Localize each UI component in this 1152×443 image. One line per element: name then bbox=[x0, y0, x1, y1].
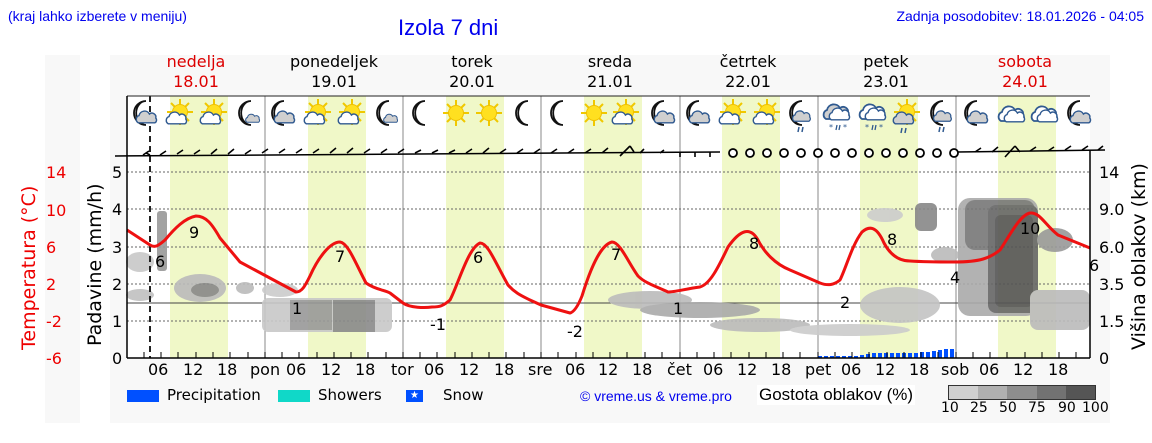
day-label-sunday: nedelja 18.01 bbox=[166, 52, 226, 91]
svg-text:-2: -2 bbox=[567, 322, 583, 341]
svg-text:4: 4 bbox=[950, 268, 960, 287]
temp-axis-title: Temperatura (°C) bbox=[18, 185, 40, 350]
day-label-monday: ponedeljek 19.01 bbox=[290, 52, 378, 91]
svg-text:6: 6 bbox=[473, 248, 483, 267]
x-axis-labels: 06 12 18 pon 06 12 18 tor 06 12 18 sre 0… bbox=[148, 360, 1069, 379]
legend-precipitation: Precipitation bbox=[127, 386, 261, 404]
copyright-link[interactable]: © vreme.us & vreme.pro bbox=[580, 388, 732, 404]
svg-text:1: 1 bbox=[292, 299, 302, 318]
daylight-bands bbox=[170, 96, 1056, 358]
day-label-saturday: sobota 24.01 bbox=[997, 52, 1053, 91]
svg-text:7: 7 bbox=[335, 247, 345, 266]
svg-text:6: 6 bbox=[1089, 256, 1099, 275]
svg-text:10: 10 bbox=[1020, 219, 1040, 238]
svg-text:8: 8 bbox=[749, 234, 759, 253]
cloud-axis-title: Višina oblakov (km) bbox=[1128, 163, 1150, 350]
cloud-density-scale bbox=[948, 385, 1096, 400]
cloud-density-overlay bbox=[126, 198, 1090, 336]
svg-text:-1: -1 bbox=[430, 315, 446, 334]
svg-text:6: 6 bbox=[155, 252, 165, 271]
showers-swatch bbox=[278, 389, 310, 402]
precipitation-swatch bbox=[127, 389, 159, 402]
wind-barbs bbox=[114, 145, 1106, 158]
x-ticks bbox=[143, 352, 1077, 358]
day-label-thursday: četrtek 22.01 bbox=[719, 52, 777, 91]
legend-snow: ★ Snow bbox=[406, 386, 483, 404]
svg-text:1: 1 bbox=[673, 299, 683, 318]
day-label-friday: petek 23.01 bbox=[863, 52, 909, 91]
temp-axis-panel bbox=[45, 55, 80, 423]
location-menu-hint: (kraj lahko izberete v meniju) bbox=[8, 8, 187, 24]
precipitation-bars bbox=[818, 349, 954, 358]
snow-star-icon: ★ bbox=[406, 389, 423, 402]
svg-text:7: 7 bbox=[611, 245, 621, 264]
svg-text:8: 8 bbox=[887, 230, 897, 249]
legend-showers: Showers bbox=[278, 386, 382, 404]
temperature-line bbox=[126, 211, 1091, 315]
temp-annotations: 6 9 7 1 6 -1 7 -2 1 8 2 8 4 10 6 bbox=[155, 219, 1099, 341]
svg-text:2: 2 bbox=[840, 293, 850, 312]
precip-axis-title: Padavine (mm/h) bbox=[84, 183, 106, 346]
day-label-tuesday: torek 20.01 bbox=[449, 52, 495, 91]
page-title: Izola 7 dni bbox=[398, 15, 499, 40]
cloud-density-title: Gostota oblakov (%) bbox=[757, 385, 916, 405]
last-updated: Zadnja posodobitev: 18.01.2026 - 04:05 bbox=[896, 8, 1144, 24]
day-label-wednesday: sreda 21.01 bbox=[587, 52, 633, 91]
svg-text:9: 9 bbox=[189, 223, 199, 242]
